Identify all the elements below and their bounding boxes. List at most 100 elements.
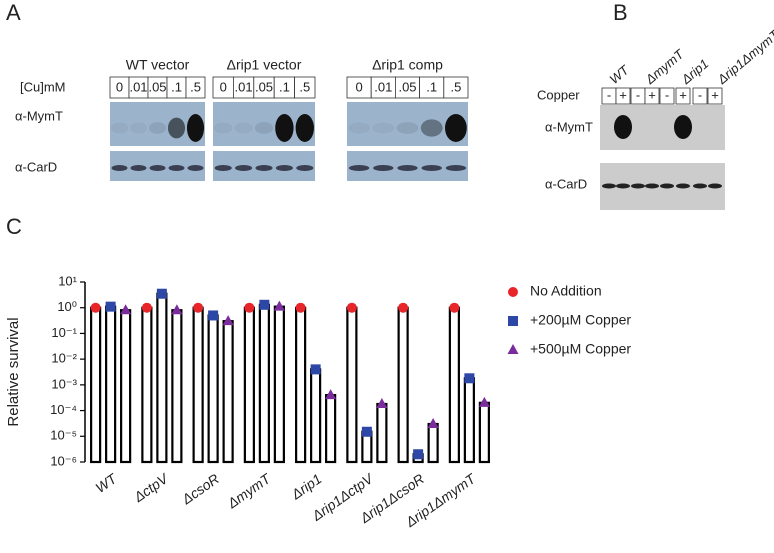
sign: - (698, 87, 702, 102)
band (616, 183, 630, 189)
bar (448, 306, 460, 464)
marker (120, 304, 132, 315)
band (187, 165, 204, 171)
bar (258, 303, 270, 464)
bar (427, 422, 439, 464)
y-axis-label: Relative survival (5, 317, 22, 426)
bar (295, 306, 307, 464)
bar (222, 320, 234, 464)
concentration: .5 (299, 79, 310, 94)
panel-label: B (613, 0, 628, 25)
bar (310, 368, 322, 464)
bar (376, 402, 388, 464)
marker (398, 302, 409, 313)
bar (90, 306, 102, 464)
band (645, 183, 659, 189)
y-tick-label: 10⁰ (57, 299, 77, 314)
band (235, 165, 253, 171)
bar (325, 393, 337, 464)
panel-label: A (6, 0, 21, 25)
bar (105, 305, 117, 464)
x-tick-label: WT (92, 470, 120, 496)
marker (156, 288, 167, 299)
x-tick-label: ΔctpV (130, 469, 172, 505)
row-label: α-MymT (545, 119, 593, 134)
bar (273, 305, 285, 464)
bar (156, 292, 168, 464)
legend-marker (508, 287, 518, 297)
band (167, 117, 186, 139)
marker (427, 418, 439, 429)
concentration: .01 (374, 79, 392, 94)
marker (273, 300, 285, 311)
band (676, 183, 690, 189)
concentration: .05 (255, 79, 273, 94)
cell (185, 76, 206, 99)
y-tick-label: 10⁻⁴ (50, 402, 77, 417)
cell (659, 87, 675, 105)
band (214, 165, 232, 171)
cu-label: [Cu]mM (20, 79, 66, 94)
band (111, 165, 128, 171)
bar (120, 309, 132, 464)
band (296, 165, 314, 171)
band (129, 122, 148, 134)
strain: ΔmymT (642, 46, 688, 88)
marker (244, 302, 255, 313)
concentration: .5 (190, 79, 201, 94)
band (674, 115, 692, 139)
group-title: Δrip1 vector (227, 57, 302, 73)
bar (141, 306, 153, 464)
concentration: .1 (171, 79, 182, 94)
marker (310, 364, 321, 375)
copper-label: Copper (537, 87, 580, 102)
marker (295, 302, 306, 313)
cell (294, 76, 316, 99)
strain: Δrip1ΔmymT (714, 26, 774, 87)
marker (376, 398, 388, 409)
band (397, 165, 418, 171)
concentration: .01 (235, 79, 253, 94)
marker (346, 302, 357, 313)
band (693, 183, 707, 189)
legend-label: +500µM Copper (530, 341, 631, 357)
marker (208, 310, 219, 321)
sign: + (711, 87, 719, 102)
group-title: Δrip1 comp (372, 57, 443, 73)
x-tick-label: Δrip1 (288, 470, 325, 502)
y-tick-label: 10⁻¹ (51, 325, 77, 340)
band (445, 165, 467, 171)
y-tick-label: 10⁻⁶ (50, 453, 77, 468)
row-label: α-MymT (15, 108, 63, 123)
bar (397, 306, 409, 464)
band (110, 122, 129, 134)
bar (478, 401, 490, 464)
concentration: .1 (279, 79, 290, 94)
band (130, 165, 147, 171)
band (186, 114, 205, 142)
band (396, 122, 419, 134)
cell (707, 87, 723, 105)
sign: + (619, 87, 627, 102)
band (275, 114, 294, 142)
sign: + (648, 87, 656, 102)
bar (207, 314, 219, 464)
band (372, 122, 395, 134)
bar (463, 377, 475, 464)
concentration: 0 (355, 79, 362, 94)
y-tick-label: 10⁻⁵ (50, 428, 77, 443)
marker (222, 315, 234, 326)
band (234, 122, 253, 134)
band (214, 122, 233, 134)
bar (346, 306, 358, 464)
sign: - (607, 87, 611, 102)
cell (443, 76, 469, 99)
concentration: 0 (116, 79, 123, 94)
band (421, 165, 442, 171)
band (420, 119, 443, 137)
marker (193, 302, 204, 313)
marker (259, 299, 270, 310)
cell (644, 87, 660, 105)
marker (464, 373, 475, 384)
